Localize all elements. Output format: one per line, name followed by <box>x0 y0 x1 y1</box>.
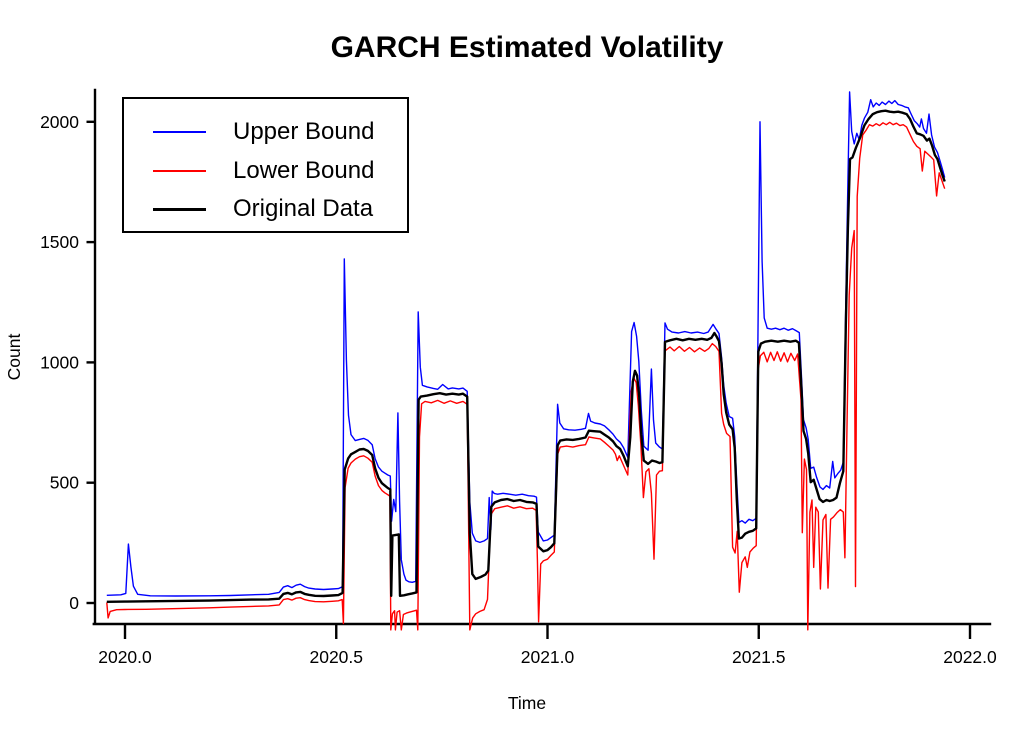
series-group <box>106 91 946 631</box>
x-tick-label: 2020.5 <box>309 647 363 667</box>
y-tick-label: 2000 <box>40 112 79 132</box>
series-lower-bound <box>106 121 946 631</box>
legend-label-lower-bound: Lower Bound <box>233 156 375 184</box>
y-tick-label: 1500 <box>40 232 79 252</box>
legend: Upper Bound Lower Bound Original Data <box>122 97 409 233</box>
x-tick-label: 2022.0 <box>943 647 997 667</box>
y-tick-label: 1000 <box>40 352 79 372</box>
y-tick-label: 0 <box>69 593 79 613</box>
series-upper-bound <box>106 91 946 597</box>
y-tick-label: 500 <box>50 473 79 493</box>
legend-item-upper-bound: Upper Bound <box>124 113 407 152</box>
legend-item-original-data: Original Data <box>124 190 407 229</box>
series-original-data <box>106 109 946 603</box>
axis-ticks: 0 500 1000 1500 2000 2020.0 2020.5 2021.0 2021.5… <box>40 112 997 667</box>
x-tick-label: 2020.0 <box>98 647 152 667</box>
legend-label-original-data: Original Data <box>233 195 374 223</box>
legend-line-upper-bound <box>153 131 206 134</box>
y-axis-label: Count <box>4 334 24 381</box>
legend-label-upper-bound: Upper Bound <box>233 118 375 146</box>
legend-item-lower-bound: Lower Bound <box>124 152 407 191</box>
legend-line-lower-bound <box>153 169 206 172</box>
x-axis-label: Time <box>508 693 546 713</box>
legend-line-original-data <box>153 207 206 211</box>
axis-lines <box>92 88 992 626</box>
x-tick-label: 2021.0 <box>521 647 575 667</box>
chart-title: GARCH Estimated Volatility <box>331 31 724 64</box>
x-tick-label: 2021.5 <box>732 647 786 667</box>
